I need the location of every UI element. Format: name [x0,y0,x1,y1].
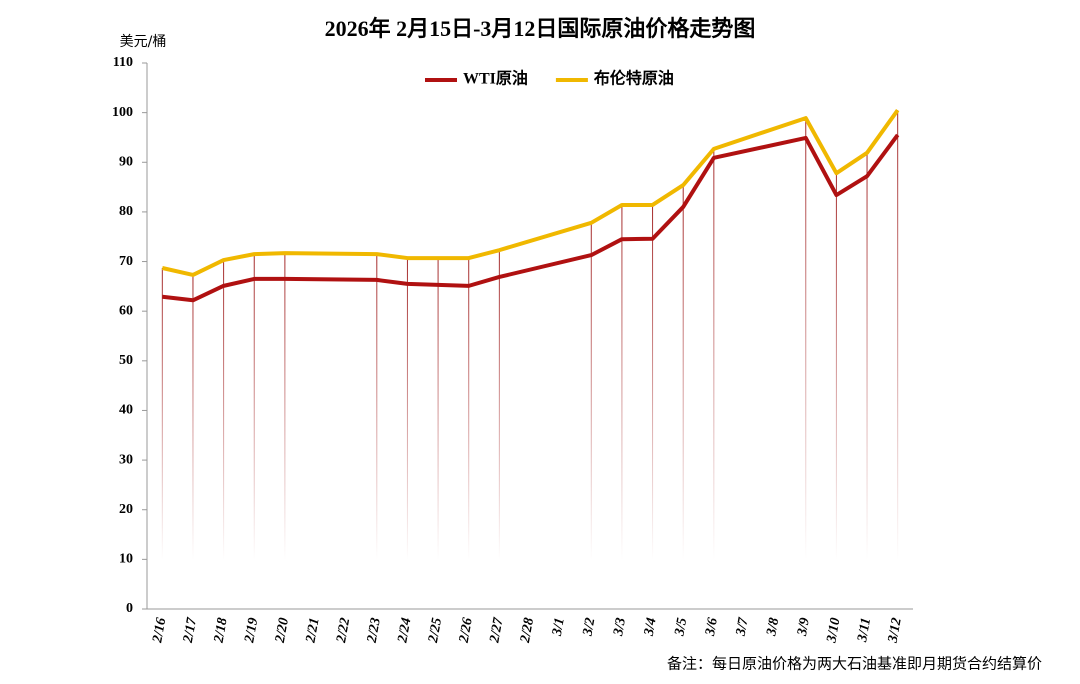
y-tick-label: 30 [119,452,133,467]
x-tick-label: 2/23 [365,617,384,645]
y-tick-label: 110 [113,55,133,70]
drop-line [161,267,163,560]
x-tick-label: 2/27 [487,616,506,645]
x-tick-label: 2/16 [150,617,169,645]
drop-line [590,222,592,560]
x-tick-label: 2/17 [181,616,200,645]
drop-line [376,254,378,560]
y-axis-label: 美元/桶 [120,34,167,50]
note: 备注：每日原油价格为两大石油基准即月期货合约结算价 [667,655,1042,673]
legend-label: WTI原油 [463,69,528,88]
x-tick-label: 2/28 [518,617,537,645]
drop-line [406,258,408,560]
y-tick-label: 0 [126,601,133,616]
x-tick-label: 3/10 [824,617,843,645]
y-tick-label: 50 [119,353,133,368]
x-tick-label: 3/7 [734,616,752,638]
drop-line [866,152,868,561]
x-tick-label: 2/24 [395,617,414,645]
y-tick-label: 60 [119,303,133,318]
drop-line [253,254,255,560]
drop-line [713,148,715,560]
y-tick-label: 10 [119,552,133,567]
x-tick-label: 3/2 [580,617,598,638]
x-tick-label: 2/25 [426,617,445,645]
drop-line [805,118,807,560]
drop-line [652,204,654,560]
x-tick-label: 3/5 [672,617,690,638]
drop-line [468,258,470,560]
x-tick-label: 3/6 [703,617,721,638]
x-tick-label: 2/19 [242,617,261,645]
drop-line [223,260,225,560]
drop-line [437,258,439,560]
x-tick-label: 2/26 [457,617,476,645]
x-tick-label: 2/20 [273,617,292,645]
drop-line [897,110,899,561]
drop-line [621,204,623,560]
legend-label: 布伦特原油 [594,69,674,88]
drop-line [835,173,837,560]
y-tick-label: 80 [119,204,133,219]
x-tick-label: 2/22 [334,617,353,645]
x-tick-label: 2/18 [211,617,230,645]
x-tick-label: 3/9 [795,617,813,638]
y-tick-label: 20 [119,502,133,517]
x-tick-label: 3/1 [550,617,568,638]
line-series [161,108,900,277]
x-tick-label: 3/8 [764,617,782,638]
y-tick-label: 90 [119,154,133,169]
x-tick-label: 3/11 [855,617,874,644]
chart-title: 2026年 2月15日-3月12日国际原油价格走势图 [325,16,756,41]
line-series [162,133,900,303]
y-tick-label: 40 [119,403,133,418]
y-tick-label: 70 [119,254,133,269]
x-tick-label: 3/3 [611,617,629,638]
x-tick-label: 3/12 [886,617,905,645]
drop-line [498,250,500,560]
drop-line [284,253,286,560]
x-tick-label: 2/21 [303,617,322,645]
x-tick-label: 3/4 [642,617,660,638]
y-tick-label: 100 [112,105,133,120]
drop-line [682,185,684,560]
drop-line [192,274,194,560]
